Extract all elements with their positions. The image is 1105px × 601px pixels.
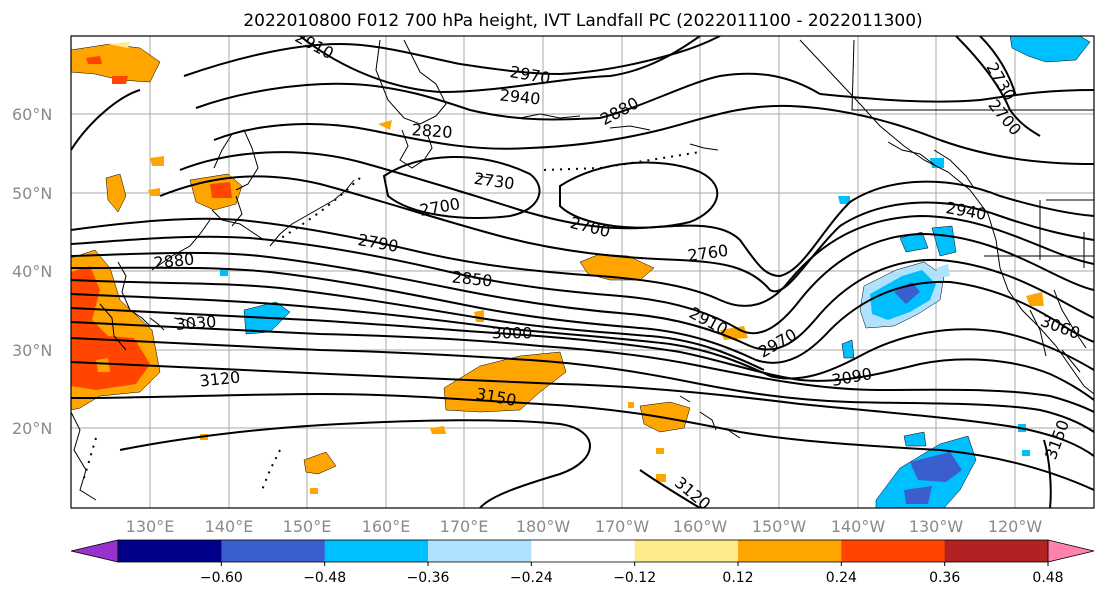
longitude-labels: 130°E 140°E 150°E 160°E 170°E 180°W 170°W 160°W… [126, 517, 1043, 536]
contour-label: 2880 [153, 249, 195, 272]
colorbar-segment [634, 540, 739, 562]
longitude-label: 120°W [988, 517, 1043, 536]
colorbar-tick-label: 0.36 [929, 570, 960, 586]
longitude-label: 140°E [205, 517, 254, 536]
colorbar-segment [944, 540, 1049, 562]
contour-label: 2820 [411, 120, 453, 142]
latitude-label: 60°N [12, 105, 52, 124]
colorbar-tick-label: −0.24 [510, 570, 553, 586]
contour-label: 3030 [175, 312, 217, 334]
longitude-label: 170°W [595, 517, 650, 536]
colorbar-segment [324, 540, 429, 562]
height-contours [71, 36, 1094, 508]
colorbar-tick-label: 0.24 [826, 570, 857, 586]
longitude-label: 160°W [673, 517, 728, 536]
colorbar-tick-label: 0.48 [1032, 570, 1063, 586]
colorbar-segment [531, 540, 636, 562]
longitude-label: 150°E [283, 517, 332, 536]
colorbar-tick-label: −0.48 [303, 570, 346, 586]
colorbar-tick-label: 0.12 [722, 570, 753, 586]
latitude-label: 50°N [12, 184, 52, 203]
longitude-label: 130°E [126, 517, 175, 536]
longitude-label: 140°W [831, 517, 886, 536]
colorbar-extend-high [1047, 539, 1095, 563]
colorbar-tick-label: −0.36 [407, 570, 450, 586]
latitude-label: 40°N [12, 262, 52, 281]
colorbar-tick-label: −0.12 [613, 570, 656, 586]
latitude-label: 30°N [12, 341, 52, 360]
longitude-label: 180°W [516, 517, 571, 536]
contour-label: 3120 [199, 367, 241, 390]
coastlines [71, 39, 1094, 501]
latitude-labels: 60°N 50°N 40°N 30°N 20°N [12, 105, 52, 438]
longitude-label: 160°E [362, 517, 411, 536]
contour-label: 2940 [499, 85, 541, 108]
longitude-label: 170°E [440, 517, 489, 536]
colorbar-extend-low [70, 539, 119, 563]
colorbar-segment [221, 540, 326, 562]
longitude-label: 130°W [909, 517, 964, 536]
contour-label: 2850 [451, 267, 493, 290]
colorbar-frame [117, 539, 1049, 563]
longitude-label: 150°W [752, 517, 807, 536]
colorbar-segment [738, 540, 842, 562]
colorbar-tick-label: −0.60 [200, 570, 243, 586]
colorbar-segment [428, 540, 532, 562]
latitude-label: 20°N [12, 419, 52, 438]
contour-label: 3000 [492, 324, 533, 343]
map-title: 2022010800 F012 700 hPa height, IVT Land… [243, 11, 922, 31]
colorbar: −0.60 −0.48 −0.36 −0.24 −0.12 0.12 0.24 0.36 0.4… [70, 539, 1095, 586]
colorbar-segment [118, 540, 222, 562]
map-frame [70, 35, 1095, 509]
colorbar-segment [841, 540, 946, 562]
